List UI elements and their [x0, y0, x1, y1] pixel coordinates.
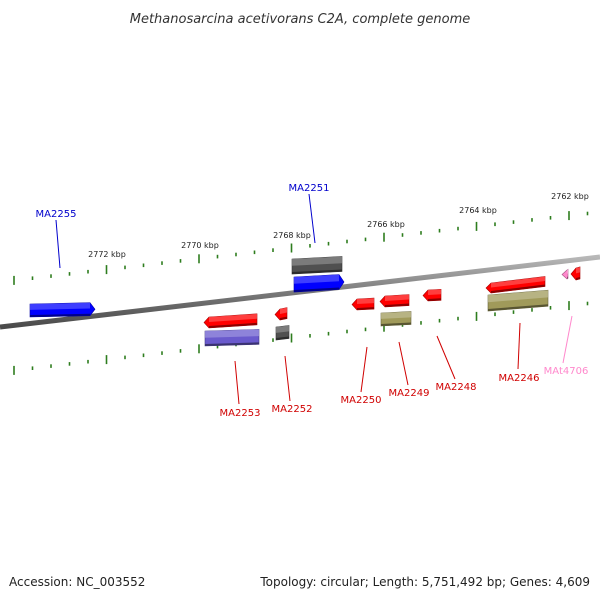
gene-label-MA2255[interactable]: MA2255	[36, 209, 77, 220]
gene-MA2246-olive[interactable]	[487, 289, 549, 312]
gene-label-MA2251[interactable]: MA2251	[289, 183, 330, 194]
gene-MA2251[interactable]	[293, 274, 345, 293]
gene-labels: MA2255 MA2251 MA2253 MA2252 MA2250 MA224…	[36, 183, 589, 419]
leader-MA2248	[436, 335, 456, 380]
gene-MA2246[interactable]	[485, 276, 546, 294]
gene-MA2250[interactable]	[351, 297, 375, 311]
leader-MA2251	[308, 193, 316, 244]
genome-summary-text: Topology: circular; Length: 5,751,492 bp…	[259, 575, 590, 589]
scale-label-2764: 2764 kbp	[459, 206, 497, 215]
scale-label-2770: 2770 kbp	[181, 241, 219, 250]
leader-MA2252	[284, 355, 291, 402]
scale-label-2766: 2766 kbp	[367, 220, 405, 229]
upper-scale-ticks	[13, 211, 589, 285]
gene-label-MA2246[interactable]: MA2246	[499, 373, 540, 384]
gene-MA2253[interactable]	[203, 313, 258, 329]
gene-label-MA2249[interactable]: MA2249	[389, 388, 430, 399]
gene-label-MA2250[interactable]: MA2250	[341, 395, 382, 406]
gene-label-MA2253[interactable]: MA2253	[220, 408, 261, 419]
map-title: Methanosarcina acetivorans C2A, complete…	[130, 12, 471, 27]
gene-MA2252-gray[interactable]	[275, 325, 290, 341]
genome-backbone	[0, 254, 600, 330]
scale-labels: 2772 kbp 2770 kbp 2768 kbp 2766 kbp 2764…	[88, 192, 589, 259]
gene-MA2253-purple[interactable]	[204, 329, 260, 347]
lower-scale-ticks	[13, 301, 589, 375]
leader-MAt4706	[562, 315, 573, 364]
label-leaders	[55, 193, 573, 405]
leader-MA2246	[517, 322, 521, 370]
gene-MA2249[interactable]	[379, 294, 410, 308]
scale-label-2762: 2762 kbp	[551, 192, 589, 201]
gene-MAt4706-a[interactable]	[561, 268, 569, 280]
scale-label-2768: 2768 kbp	[273, 231, 311, 240]
leader-MA2253	[234, 360, 240, 405]
gene-label-MA2252[interactable]: MA2252	[272, 404, 313, 415]
scale-label-2772: 2772 kbp	[88, 250, 126, 259]
gene-MA2249-olive[interactable]	[380, 311, 412, 327]
leader-MA2250	[360, 346, 368, 393]
gene-MA2252-red[interactable]	[274, 307, 288, 321]
gene-MAt4706-b[interactable]	[570, 266, 581, 281]
leader-MA2255	[55, 219, 61, 269]
gene-MA2251-gray[interactable]	[291, 256, 343, 275]
accession-text: Accession: NC_003552	[9, 575, 145, 589]
gene-MA2255[interactable]	[29, 302, 96, 318]
gene-features	[29, 256, 581, 347]
gene-MA2248[interactable]	[422, 288, 442, 302]
leader-MA2249	[398, 341, 409, 386]
gene-label-MAt4706[interactable]: MAt4706	[544, 366, 589, 377]
gene-label-MA2248[interactable]: MA2248	[436, 382, 477, 393]
